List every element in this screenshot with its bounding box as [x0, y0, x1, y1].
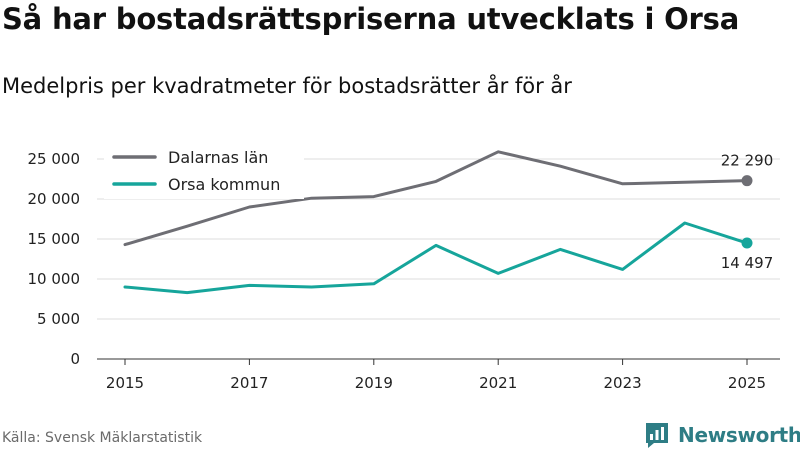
series-line-1 — [123, 150, 749, 247]
end-labels: 22 290 14 497 — [721, 152, 774, 272]
series-lines — [123, 150, 753, 295]
y-tick-label: 25 000 — [28, 150, 81, 168]
legend: Dalarnas län Orsa kommun — [104, 143, 304, 199]
legend-label-2: Orsa kommun — [168, 175, 280, 194]
y-tick-label: 15 000 — [28, 230, 81, 248]
x-tick-label: 2017 — [230, 374, 268, 392]
legend-label-1: Dalarnas län — [168, 148, 268, 167]
y-tick-label: 20 000 — [28, 190, 81, 208]
x-tick-label: 2015 — [106, 374, 144, 392]
series-end-marker-2 — [741, 237, 753, 249]
x-tick-label: 2019 — [355, 374, 393, 392]
series-line-2 — [123, 221, 749, 295]
chart-title: Så har bostadsrättspriserna utvecklats i… — [2, 2, 740, 36]
y-axis-labels: 0 5 000 10 000 15 000 20 000 25 000 — [28, 150, 81, 368]
series-end-marker-1 — [741, 175, 753, 187]
y-tick-label: 0 — [70, 350, 80, 368]
end-label-1: 22 290 — [721, 152, 774, 170]
x-tick-label: 2023 — [604, 374, 642, 392]
legend-background — [104, 143, 304, 199]
y-tick-label: 10 000 — [28, 270, 81, 288]
x-tick-label: 2021 — [479, 374, 517, 392]
x-tick-label: 2025 — [728, 374, 766, 392]
brand-name: Newsworthy — [678, 423, 800, 447]
brand-logo: Newsworthy — [644, 420, 800, 450]
y-tick-label: 5 000 — [37, 310, 80, 328]
x-axis: 2015 2017 2019 2021 2023 2025 — [97, 358, 780, 392]
newsworthy-logo-icon — [646, 423, 668, 448]
chart-subtitle: Medelpris per kvadratmeter för bostadsrä… — [2, 74, 572, 98]
end-label-2: 14 497 — [721, 254, 774, 272]
source-note: Källa: Svensk Mäklarstatistik — [2, 430, 203, 446]
